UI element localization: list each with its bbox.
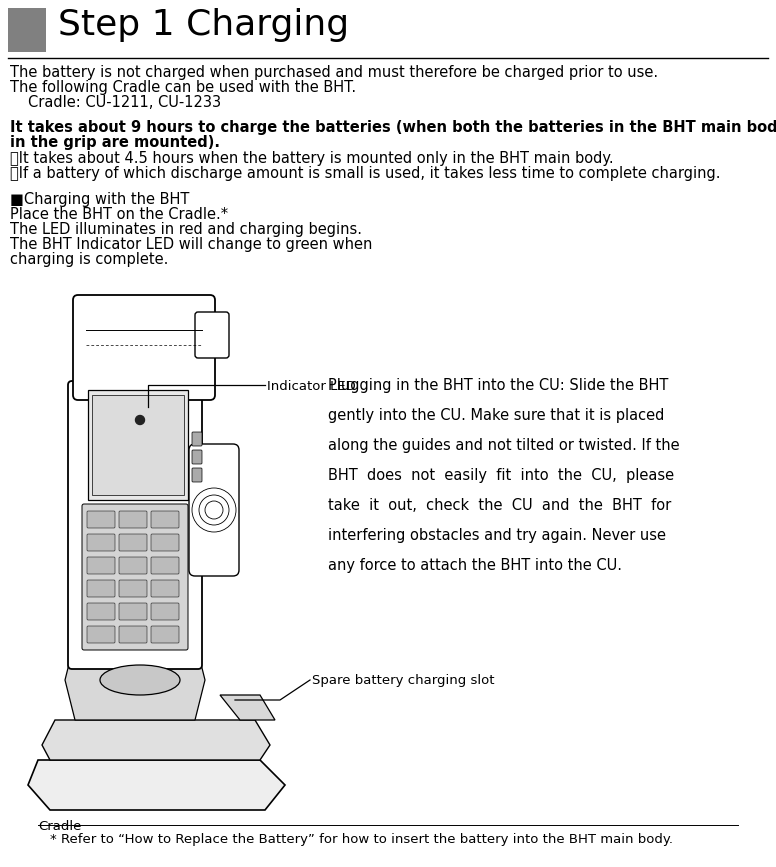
Polygon shape — [220, 695, 275, 720]
FancyBboxPatch shape — [119, 626, 147, 643]
Text: any force to attach the BHT into the CU.: any force to attach the BHT into the CU. — [328, 558, 622, 573]
Text: The battery is not charged when purchased and must therefore be charged prior to: The battery is not charged when purchase… — [10, 65, 658, 80]
Circle shape — [136, 415, 144, 425]
Text: ・It takes about 4.5 hours when the battery is mounted only in the BHT main body.: ・It takes about 4.5 hours when the batte… — [10, 151, 614, 166]
Polygon shape — [42, 720, 270, 760]
Text: gently into the CU. Make sure that it is placed: gently into the CU. Make sure that it is… — [328, 408, 664, 423]
Text: The following Cradle can be used with the BHT.: The following Cradle can be used with th… — [10, 80, 356, 95]
Text: Plugging in the BHT into the CU: Slide the BHT: Plugging in the BHT into the CU: Slide t… — [328, 378, 668, 393]
FancyBboxPatch shape — [119, 603, 147, 620]
FancyBboxPatch shape — [87, 511, 115, 528]
Text: interfering obstacles and try again. Never use: interfering obstacles and try again. Nev… — [328, 528, 666, 543]
Text: in the grip are mounted).: in the grip are mounted). — [10, 135, 220, 150]
Text: The BHT Indicator LED will change to green when: The BHT Indicator LED will change to gre… — [10, 237, 372, 252]
FancyBboxPatch shape — [151, 511, 179, 528]
FancyBboxPatch shape — [151, 603, 179, 620]
Text: ■Charging with the BHT: ■Charging with the BHT — [10, 192, 189, 207]
FancyBboxPatch shape — [68, 381, 202, 669]
FancyBboxPatch shape — [119, 534, 147, 551]
FancyBboxPatch shape — [87, 534, 115, 551]
Text: * Refer to “How to Replace the Battery” for how to insert the battery into the B: * Refer to “How to Replace the Battery” … — [50, 833, 673, 846]
FancyBboxPatch shape — [189, 444, 239, 576]
FancyBboxPatch shape — [87, 580, 115, 597]
FancyBboxPatch shape — [119, 511, 147, 528]
FancyBboxPatch shape — [192, 468, 202, 482]
FancyBboxPatch shape — [92, 395, 184, 495]
Ellipse shape — [100, 665, 180, 695]
Text: Step 1 Charging: Step 1 Charging — [58, 8, 349, 42]
Text: Cradle: CU-1211, CU-1233: Cradle: CU-1211, CU-1233 — [28, 95, 221, 110]
FancyBboxPatch shape — [73, 295, 215, 400]
Text: The LED illuminates in red and charging begins.: The LED illuminates in red and charging … — [10, 222, 362, 237]
Text: It takes about 9 hours to charge the batteries (when both the batteries in the B: It takes about 9 hours to charge the bat… — [10, 120, 776, 135]
Text: along the guides and not tilted or twisted. If the: along the guides and not tilted or twist… — [328, 438, 680, 453]
Text: take  it  out,  check  the  CU  and  the  BHT  for: take it out, check the CU and the BHT fo… — [328, 498, 671, 513]
Text: BHT  does  not  easily  fit  into  the  CU,  please: BHT does not easily fit into the CU, ple… — [328, 468, 674, 483]
Text: Indicator LED: Indicator LED — [267, 380, 355, 393]
FancyBboxPatch shape — [87, 603, 115, 620]
Text: Place the BHT on the Cradle.*: Place the BHT on the Cradle.* — [10, 207, 228, 222]
FancyBboxPatch shape — [87, 626, 115, 643]
FancyBboxPatch shape — [151, 557, 179, 574]
FancyBboxPatch shape — [151, 580, 179, 597]
FancyBboxPatch shape — [195, 312, 229, 358]
FancyBboxPatch shape — [119, 580, 147, 597]
Text: charging is complete.: charging is complete. — [10, 252, 168, 267]
FancyBboxPatch shape — [151, 534, 179, 551]
FancyBboxPatch shape — [87, 557, 115, 574]
Polygon shape — [65, 660, 205, 720]
FancyBboxPatch shape — [82, 504, 188, 650]
FancyBboxPatch shape — [88, 390, 188, 500]
FancyBboxPatch shape — [192, 432, 202, 446]
FancyBboxPatch shape — [119, 557, 147, 574]
Bar — [8, 8, 46, 52]
Polygon shape — [28, 760, 285, 810]
FancyBboxPatch shape — [192, 450, 202, 464]
Text: ・If a battery of which discharge amount is small is used, it takes less time to : ・If a battery of which discharge amount … — [10, 166, 720, 181]
Text: Cradle: Cradle — [38, 820, 81, 833]
FancyBboxPatch shape — [151, 626, 179, 643]
Text: Spare battery charging slot: Spare battery charging slot — [312, 674, 494, 687]
